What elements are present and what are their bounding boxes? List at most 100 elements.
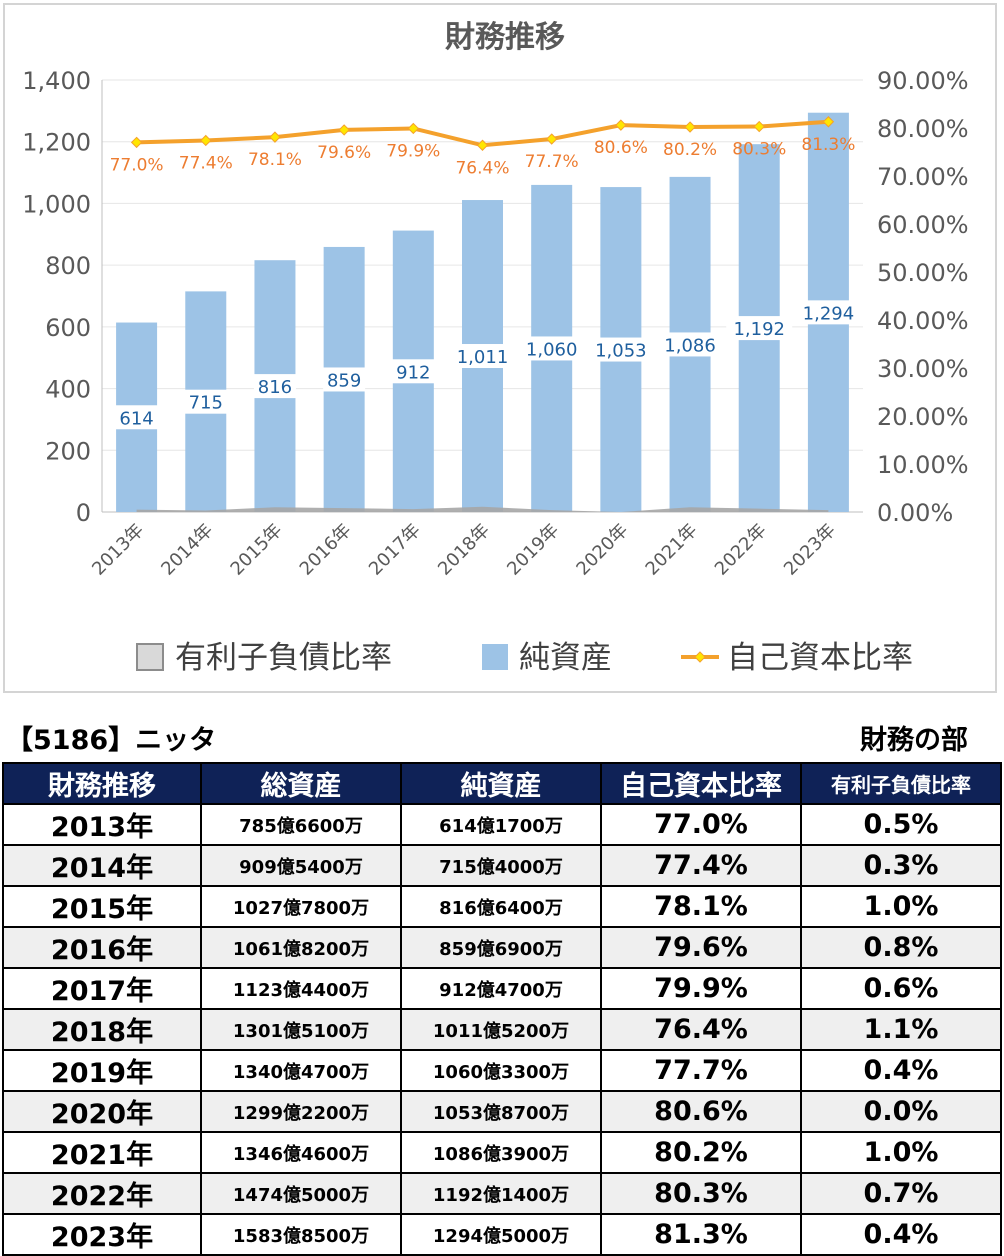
equity-ratio-label: 80.6% bbox=[594, 138, 648, 158]
x-tick-label: 2017年 bbox=[365, 520, 425, 580]
financial-table: 財務推移 総資産 純資産 自己資本比率 有利子負債比率 2013年 785億660… bbox=[2, 762, 1002, 1256]
chart: 財務推移 0 200 400 600 800 1,000 1,200 1,400 0.00% 10.… bbox=[22, 20, 969, 676]
debt-ratio-area bbox=[136, 506, 829, 512]
bar-label: 1,086 bbox=[664, 335, 716, 356]
equity-ratio-label: 77.7% bbox=[525, 152, 579, 172]
cell-year: 2019年 bbox=[2, 1049, 202, 1092]
cell-year: 2021年 bbox=[2, 1131, 202, 1174]
y-tick-label: 1,400 bbox=[22, 67, 91, 95]
x-tick-label: 2018年 bbox=[434, 520, 494, 580]
bar-label: 859 bbox=[327, 370, 361, 391]
y2-tick-label: 50.00% bbox=[877, 259, 969, 287]
equity-ratio-point bbox=[476, 139, 489, 151]
bar-label: 614 bbox=[119, 408, 153, 429]
y2-tick-label: 10.00% bbox=[877, 451, 969, 479]
cell-total-assets: 1299億2200万 bbox=[200, 1090, 402, 1133]
header-net-assets: 純資産 bbox=[400, 762, 602, 805]
legend-marker-net-assets bbox=[482, 644, 508, 670]
legend-label-equity-ratio: 自己資本比率 bbox=[727, 640, 913, 676]
legend-label-net-assets: 純資産 bbox=[519, 640, 612, 676]
equity-ratio-point bbox=[615, 119, 627, 131]
y2-tick-label: 30.00% bbox=[877, 355, 969, 383]
header-debt-ratio: 有利子負債比率 bbox=[800, 762, 1002, 805]
cell-year: 2014年 bbox=[2, 844, 202, 887]
x-tick-label: 2022年 bbox=[711, 520, 771, 580]
table-header: 財務推移 総資産 純資産 自己資本比率 有利子負債比率 bbox=[2, 762, 1002, 805]
bar-label-bg bbox=[726, 316, 793, 341]
y2-tick-label: 20.00% bbox=[877, 403, 969, 431]
legend-marker-debt-ratio bbox=[136, 643, 164, 671]
cell-total-assets: 909億5400万 bbox=[200, 844, 402, 887]
company-title: 【5186】ニッタ bbox=[6, 725, 217, 756]
cell-net-assets: 1060億3300万 bbox=[400, 1049, 602, 1092]
bar-label-bg bbox=[253, 374, 296, 399]
cell-net-assets: 1011億5200万 bbox=[400, 1008, 602, 1051]
table-row: 2013年 785億6600万 614億1700万 77.0% 0.5% bbox=[2, 803, 1002, 846]
cell-debt-ratio: 1.1% bbox=[800, 1008, 1002, 1051]
x-tick-label: 2016年 bbox=[296, 520, 356, 580]
y2-tick-label: 90.00% bbox=[877, 67, 969, 95]
header-total-assets: 総資産 bbox=[200, 762, 402, 805]
cell-year: 2015年 bbox=[2, 885, 202, 928]
bar-label-bg bbox=[587, 337, 654, 362]
header-equity-ratio: 自己資本比率 bbox=[600, 762, 802, 805]
cell-year: 2017年 bbox=[2, 967, 202, 1010]
cell-year: 2023年 bbox=[2, 1213, 202, 1256]
equity-ratio-point bbox=[545, 133, 558, 145]
cell-net-assets: 1086億3900万 bbox=[400, 1131, 602, 1174]
equity-ratio-label: 81.3% bbox=[801, 135, 855, 155]
y-tick-label: 400 bbox=[45, 376, 91, 404]
cell-equity-ratio: 77.4% bbox=[600, 844, 802, 887]
legend-marker-equity-ratio-point bbox=[694, 651, 706, 663]
x-tick-label: 2019年 bbox=[503, 520, 563, 580]
equity-ratio-point bbox=[684, 121, 696, 133]
equity-ratio-label: 77.0% bbox=[110, 155, 164, 175]
y2-tick-label: 0.00% bbox=[877, 499, 953, 527]
bar-label: 816 bbox=[258, 377, 292, 398]
cell-net-assets: 816億6400万 bbox=[400, 885, 602, 928]
equity-ratio-point bbox=[130, 136, 143, 149]
bar-label: 1,060 bbox=[526, 339, 578, 360]
bar-label: 1,011 bbox=[457, 347, 509, 368]
cell-total-assets: 1583億8500万 bbox=[200, 1213, 402, 1256]
y-tick-label: 1,000 bbox=[22, 190, 91, 218]
x-tick-label: 2023年 bbox=[780, 520, 840, 580]
x-tick-label: 2014年 bbox=[157, 520, 217, 580]
equity-ratio-label: 80.3% bbox=[732, 140, 786, 160]
bar-label: 1,192 bbox=[733, 319, 785, 340]
cell-year: 2013年 bbox=[2, 803, 202, 846]
bar-label-bg bbox=[184, 389, 227, 414]
equity-ratio-point bbox=[822, 116, 835, 128]
y2-tick-label: 40.00% bbox=[877, 307, 969, 335]
cell-total-assets: 1346億4600万 bbox=[200, 1131, 402, 1174]
table-header-row: 【5186】ニッタ 財務の部 bbox=[0, 722, 1004, 760]
bar-label: 912 bbox=[396, 362, 430, 383]
table-row: 2023年 1583億8500万 1294億5000万 81.3% 0.4% bbox=[2, 1213, 1002, 1256]
equity-ratio-label: 76.4% bbox=[455, 158, 509, 178]
chart-frame: 財務推移 0 200 400 600 800 1,000 1,200 1,400 0.00% 10.… bbox=[3, 3, 997, 693]
cell-equity-ratio: 80.3% bbox=[600, 1172, 802, 1215]
cell-year: 2022年 bbox=[2, 1172, 202, 1215]
cell-total-assets: 1340億4700万 bbox=[200, 1049, 402, 1092]
equity-ratio-label: 79.6% bbox=[317, 143, 371, 163]
cell-debt-ratio: 1.0% bbox=[800, 1131, 1002, 1174]
cell-equity-ratio: 78.1% bbox=[600, 885, 802, 928]
cell-equity-ratio: 77.7% bbox=[600, 1049, 802, 1092]
cell-equity-ratio: 79.9% bbox=[600, 967, 802, 1010]
cell-debt-ratio: 1.0% bbox=[800, 885, 1002, 928]
bar-label-bg bbox=[115, 405, 158, 430]
bar-label-bg bbox=[795, 300, 862, 325]
cell-total-assets: 1301億5100万 bbox=[200, 1008, 402, 1051]
table-row: 2017年 1123億4400万 912億4700万 79.9% 0.6% bbox=[2, 967, 1002, 1010]
cell-equity-ratio: 81.3% bbox=[600, 1213, 802, 1256]
cell-net-assets: 1053億8700万 bbox=[400, 1090, 602, 1133]
cell-debt-ratio: 0.3% bbox=[800, 844, 1002, 887]
cell-debt-ratio: 0.7% bbox=[800, 1172, 1002, 1215]
x-tick-label: 2013年 bbox=[88, 520, 148, 580]
y-tick-label: 800 bbox=[45, 252, 91, 280]
cell-debt-ratio: 0.0% bbox=[800, 1090, 1002, 1133]
cell-net-assets: 715億4000万 bbox=[400, 844, 602, 887]
equity-ratio-label: 78.1% bbox=[248, 150, 302, 170]
cell-debt-ratio: 0.5% bbox=[800, 803, 1002, 846]
bar-label-bg bbox=[392, 359, 435, 384]
